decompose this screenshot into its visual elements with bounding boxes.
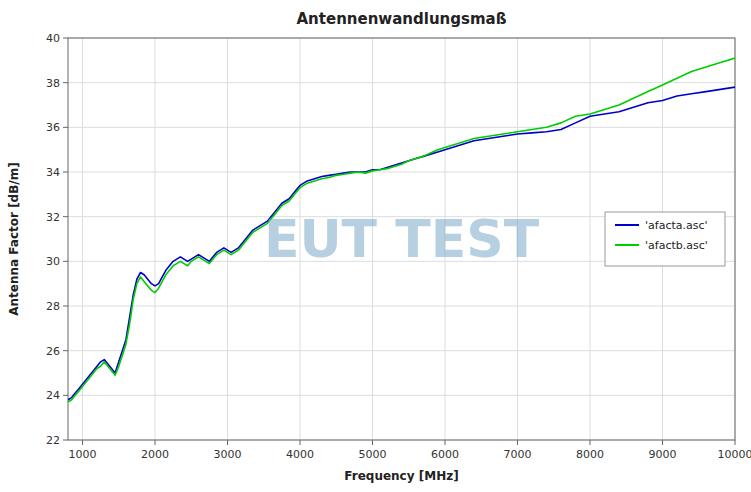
axes: 1000 2000 3000 4000 5000 6000 7000 8000 9000 1000… — [46, 32, 751, 461]
y-tick — [63, 127, 68, 128]
legend-label: 'afacta.asc' — [645, 219, 708, 232]
x-tick-label: 7000 — [504, 448, 532, 461]
plot-background — [68, 38, 735, 440]
y-tick — [63, 82, 68, 83]
y-grid-line — [68, 306, 735, 307]
legend-box — [605, 212, 725, 266]
x-tick — [590, 440, 591, 445]
y-tick-label: 34 — [46, 166, 60, 179]
x-grid-line — [155, 38, 156, 440]
title: Antennenwandlungsmaß — [297, 10, 507, 28]
y-tick — [63, 440, 68, 441]
data-lines — [68, 58, 735, 402]
y-tick — [63, 38, 68, 39]
series-line — [68, 87, 735, 400]
y-tick — [63, 261, 68, 262]
x-tick-label: 6000 — [431, 448, 459, 461]
y-tick-label: 36 — [46, 121, 60, 134]
x-tick — [300, 440, 301, 445]
watermark: EUT TEST — [264, 209, 540, 269]
legend-label: 'afactb.asc' — [645, 239, 708, 252]
x-tick-label: 9000 — [649, 448, 677, 461]
x-axis-label: Frequency [MHz] — [344, 469, 458, 483]
plot-frame — [68, 38, 735, 440]
x-tick-label: 5000 — [359, 448, 387, 461]
y-axis-label: Antenna Factor [dB/m] — [7, 162, 21, 315]
y-grid-line — [68, 395, 735, 396]
y-tick-label: 26 — [46, 345, 60, 358]
y-tick-label: 24 — [46, 389, 60, 402]
y-tick-label: 22 — [46, 434, 60, 447]
y-tick — [63, 306, 68, 307]
x-grid-line — [227, 38, 228, 440]
legend-swatch — [615, 224, 639, 226]
legend: 'afacta.asc' 'afactb.asc' — [605, 212, 725, 266]
x-tick-label: 8000 — [576, 448, 604, 461]
y-tick-label: 40 — [46, 32, 60, 45]
y-grid-line — [68, 127, 735, 128]
y-tick — [63, 172, 68, 173]
legend-swatch — [615, 244, 639, 246]
x-grid-line — [82, 38, 83, 440]
y-tick-label: 30 — [46, 255, 60, 268]
x-tick — [517, 440, 518, 445]
y-tick — [63, 216, 68, 217]
y-grid-line — [68, 172, 735, 173]
x-tick-label: 2000 — [141, 448, 169, 461]
x-tick — [662, 440, 663, 445]
y-tick — [63, 395, 68, 396]
x-tick — [82, 440, 83, 445]
x-tick-label: 10000 — [718, 448, 751, 461]
chart: 1000 2000 3000 4000 5000 6000 7000 8000 9000 1000… — [0, 0, 751, 492]
x-tick-label: 1000 — [69, 448, 97, 461]
x-tick — [372, 440, 373, 445]
x-tick — [445, 440, 446, 445]
y-grid-line — [68, 82, 735, 83]
x-tick — [227, 440, 228, 445]
x-tick — [735, 440, 736, 445]
series-line — [68, 58, 735, 402]
x-tick-label: 4000 — [286, 448, 314, 461]
y-tick-label: 28 — [46, 300, 60, 313]
grid — [68, 38, 735, 440]
y-tick-label: 32 — [46, 211, 60, 224]
y-tick-label: 38 — [46, 77, 60, 90]
y-grid-line — [68, 350, 735, 351]
x-grid-line — [590, 38, 591, 440]
x-tick — [155, 440, 156, 445]
y-tick — [63, 350, 68, 351]
x-tick-label: 3000 — [214, 448, 242, 461]
